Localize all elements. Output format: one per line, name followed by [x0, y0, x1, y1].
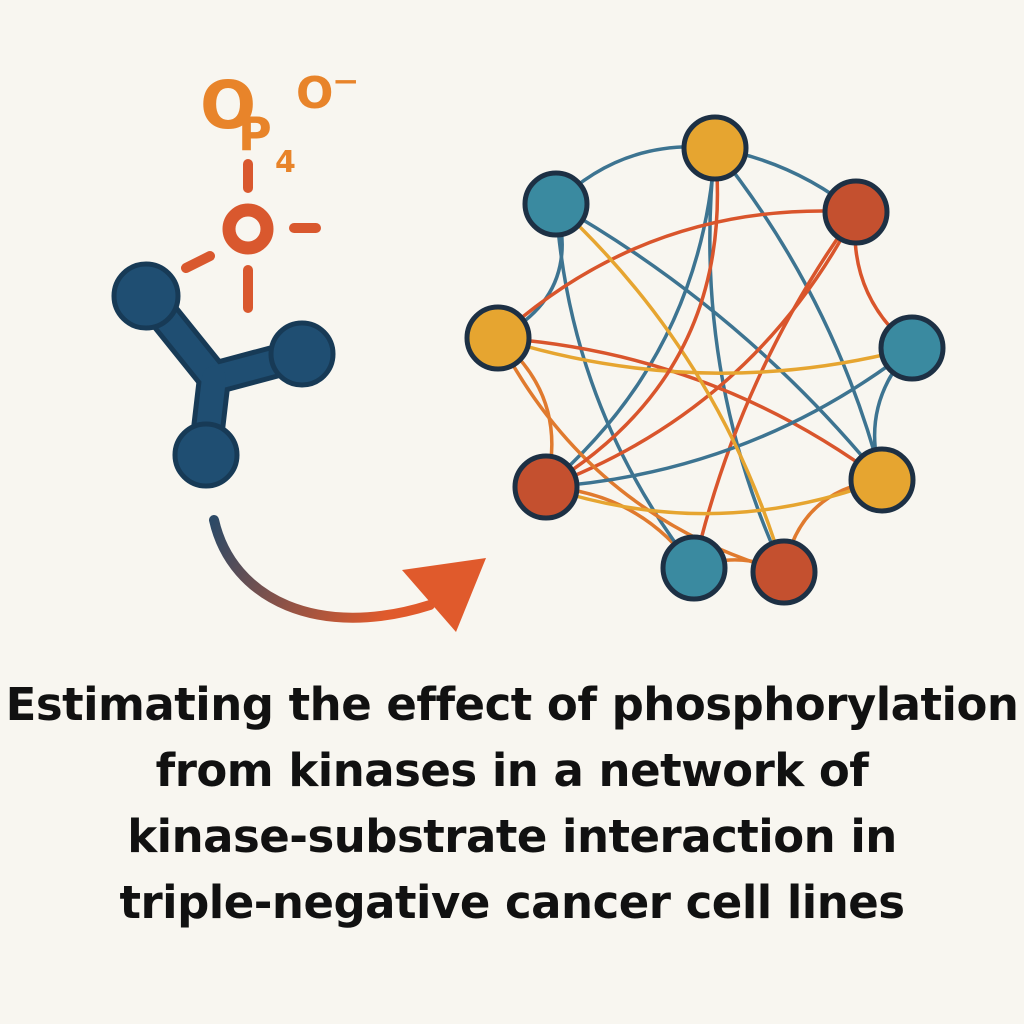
network-node-top-left: [522, 170, 590, 238]
network-edge-23: [544, 146, 720, 489]
network-node-bottom-left: [660, 534, 728, 602]
network-edge-19: [496, 336, 914, 375]
kinase-substrate-network: [464, 114, 946, 606]
network-edge-16: [692, 210, 858, 570]
network-edge-20: [544, 346, 914, 489]
network-edge-18: [496, 336, 786, 574]
caption-title: Estimating the effect of phosphorylation…: [0, 672, 1024, 936]
caption-line-4: triple-negative cancer cell lines: [119, 876, 905, 929]
network-edge-15: [544, 210, 858, 489]
phosphate-charge: ⁻: [332, 61, 359, 121]
kinase-node-bottom: [172, 421, 240, 489]
phosphate-ring-icon: [222, 203, 274, 255]
phosphate-o-glyph: O: [200, 67, 256, 144]
network-edge-9: [554, 202, 696, 570]
kinase-molecule-icon: [111, 261, 336, 489]
network-edge-21: [544, 478, 884, 516]
kinase-node-top: [111, 261, 181, 331]
network-node-left: [464, 304, 532, 372]
caption-line-1: Estimating the effect of phosphorylation: [5, 678, 1019, 731]
network-node-top: [681, 114, 749, 182]
network-nodes: [464, 114, 946, 606]
phosphate-p-glyph: P: [238, 107, 272, 161]
network-edge-11: [544, 146, 717, 489]
kinase-node-right: [268, 320, 336, 388]
network-node-lower-right: [848, 446, 916, 514]
network-node-bottom-right: [750, 538, 818, 606]
transition-arrow-icon: [209, 515, 486, 632]
network-node-lower-left: [512, 453, 580, 521]
network-edge-22: [554, 202, 786, 574]
caption-line-2: from kinases in a network of: [155, 744, 869, 797]
network-edge-14: [496, 209, 858, 340]
phosphate-ion-glyph: O: [296, 68, 333, 119]
network-edge-10: [554, 202, 884, 482]
phosphate-subscript: 4: [275, 145, 296, 180]
caption-line-3: kinase-substrate interaction in: [127, 810, 897, 863]
network-edge-13: [713, 146, 884, 482]
network-node-top-right: [822, 178, 890, 246]
network-edge-12: [708, 146, 786, 574]
phosphate-group: O P 4 O ⁻: [181, 61, 359, 313]
phosphate-ray-left: [181, 251, 215, 273]
network-node-right: [878, 314, 946, 382]
